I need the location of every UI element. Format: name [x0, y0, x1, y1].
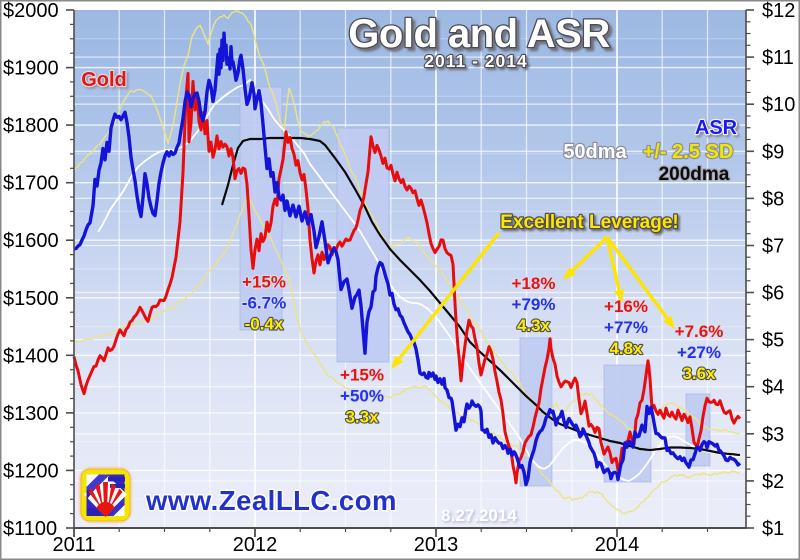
svg-text:Gold: Gold [81, 69, 127, 91]
svg-text:3.6x: 3.6x [682, 364, 716, 383]
svg-text:$12: $12 [762, 0, 795, 22]
svg-text:www.ZealLLC.com: www.ZealLLC.com [145, 485, 397, 516]
svg-text:+79%: +79% [512, 295, 556, 314]
svg-text:-0.4x: -0.4x [245, 315, 284, 334]
svg-text:$1400: $1400 [3, 345, 59, 367]
svg-text:200dma: 200dma [659, 164, 730, 185]
svg-text:$5: $5 [762, 330, 784, 352]
svg-text:ASR: ASR [695, 117, 738, 139]
svg-text:+50%: +50% [340, 387, 384, 406]
svg-text:+27%: +27% [677, 343, 721, 362]
svg-text:2011: 2011 [52, 534, 95, 556]
svg-text:$1900: $1900 [3, 58, 59, 80]
svg-text:2011 - 2014: 2011 - 2014 [426, 53, 529, 73]
svg-text:2011 - 2014: 2011 - 2014 [424, 51, 527, 71]
svg-text:Gold: Gold [83, 71, 129, 93]
svg-text:$2000: $2000 [3, 0, 59, 22]
svg-text:4.8x: 4.8x [609, 339, 643, 358]
svg-text:-6.7%: -6.7% [242, 294, 286, 313]
svg-text:$3: $3 [762, 424, 784, 446]
svg-text:Excellent Leverage!: Excellent Leverage! [502, 214, 680, 235]
svg-text:3.3x: 3.3x [345, 408, 379, 427]
svg-text:$1700: $1700 [3, 173, 59, 195]
svg-text:$1200: $1200 [3, 460, 59, 482]
svg-text:2012: 2012 [233, 534, 278, 556]
svg-text:$4: $4 [762, 377, 784, 399]
svg-text:$1300: $1300 [3, 403, 59, 425]
svg-text:$6: $6 [762, 283, 784, 305]
svg-text:$7: $7 [762, 236, 784, 258]
svg-text:+/- 2.5 SD: +/- 2.5 SD [643, 141, 734, 163]
svg-text:2013: 2013 [414, 534, 459, 556]
svg-text:$2: $2 [762, 471, 784, 493]
svg-text:+15%: +15% [340, 366, 384, 385]
svg-text:ASR: ASR [697, 119, 740, 141]
svg-text:www.ZealLLC.com: www.ZealLLC.com [145, 485, 397, 516]
svg-text:$1500: $1500 [3, 288, 59, 310]
svg-text:+15%: +15% [242, 273, 286, 292]
svg-text:Gold and ASR: Gold and ASR [348, 12, 610, 56]
svg-text:$1800: $1800 [3, 115, 59, 137]
svg-text:$1: $1 [762, 518, 784, 540]
svg-text:+7.6%: +7.6% [675, 322, 724, 341]
svg-text:Gold and ASR: Gold and ASR [351, 15, 613, 59]
svg-text:+16%: +16% [604, 297, 648, 316]
svg-text:2014: 2014 [595, 534, 640, 556]
svg-text:$1600: $1600 [3, 230, 59, 252]
svg-text:+18%: +18% [512, 274, 556, 293]
svg-text:$9: $9 [762, 141, 784, 163]
svg-text:$10: $10 [762, 94, 795, 116]
svg-text:Excellent Leverage!: Excellent Leverage! [500, 212, 678, 233]
svg-text:4.3x: 4.3x [517, 316, 551, 335]
svg-text:+77%: +77% [604, 318, 648, 337]
svg-text:8.27.2014: 8.27.2014 [441, 506, 517, 525]
svg-text:$11: $11 [762, 47, 794, 69]
svg-text:$8: $8 [762, 188, 784, 210]
svg-text:50dma: 50dma [563, 141, 627, 163]
svg-text:$1100: $1100 [3, 518, 57, 540]
svg-text:8.27.2014: 8.27.2014 [443, 508, 519, 527]
